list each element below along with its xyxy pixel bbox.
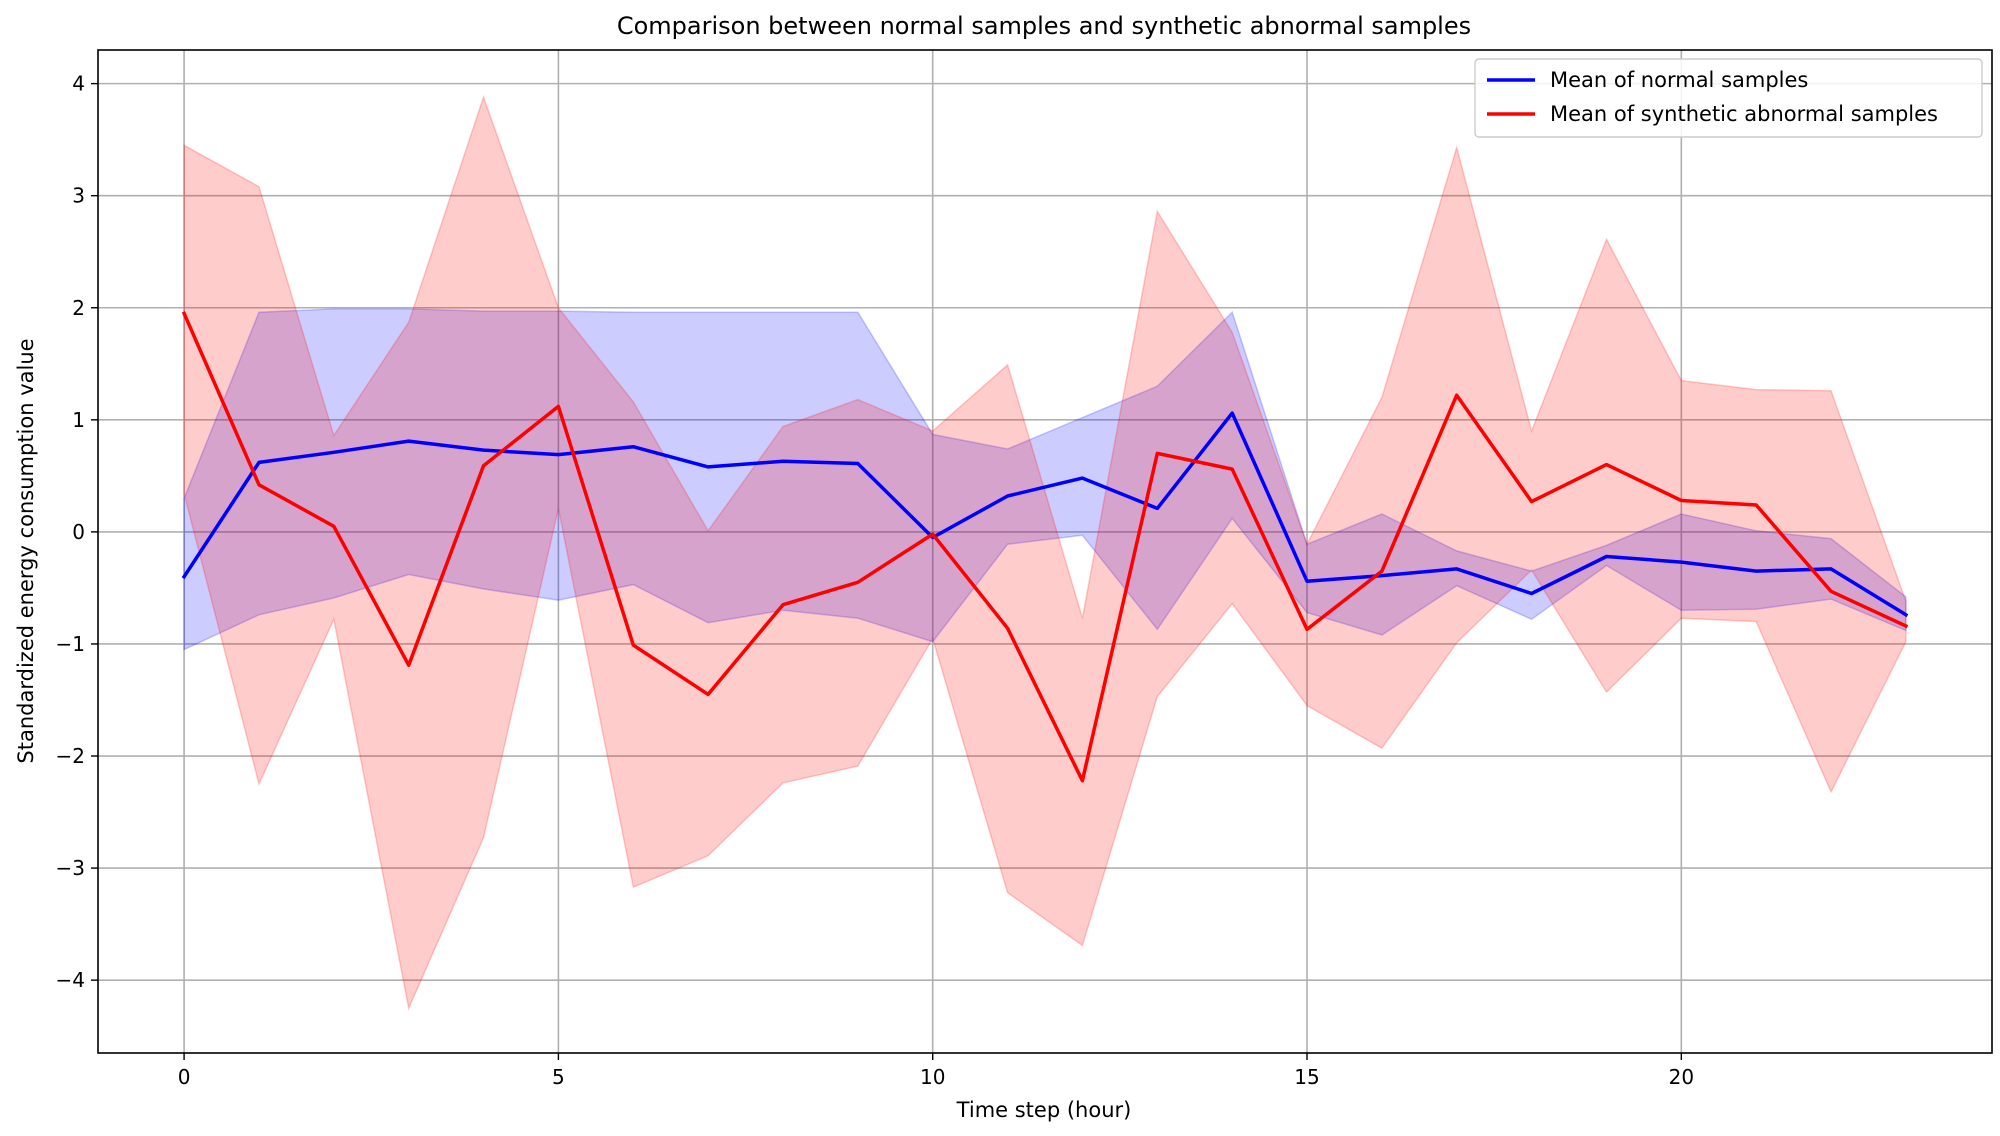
legend-label-normal: Mean of normal samples [1550,68,1808,92]
y-tick-label: −2 [56,744,85,768]
legend-label-abnormal: Mean of synthetic abnormal samples [1550,102,1938,126]
y-tick-label: 2 [72,296,85,320]
line-layer [181,311,1909,783]
y-tick-label: −1 [56,632,85,656]
legend: Mean of normal samples Mean of synthetic… [1474,58,1983,138]
x-tick-label: 10 [920,1065,945,1089]
x-tick-label: 20 [1669,1065,1694,1089]
plot-frame [97,49,1993,1054]
x-axis-label: Time step (hour) [956,1098,1132,1122]
series-line-abnormal [181,311,1909,783]
y-tick-label: 0 [72,520,85,544]
y-tick-label: −3 [56,856,85,880]
series-line-normal [181,411,1909,618]
y-tick-label: 3 [72,184,85,208]
y-tick-label: 4 [72,72,85,96]
grid-layer [98,50,1992,1053]
legend-frame [1474,58,1983,138]
chart-title: Comparison between normal samples and sy… [617,12,1471,40]
band-normal [183,308,1907,651]
y-axis-label: Standardized energy consumption value [14,338,38,763]
x-tick-label: 5 [552,1065,565,1089]
x-tick-label: 0 [178,1065,191,1089]
tick-layer: 0 5 10 15 20 −4 −3 −2 −1 0 1 2 3 4 [56,72,1695,1089]
y-tick-label: −4 [56,968,85,992]
x-tick-label: 15 [1294,1065,1319,1089]
band-layer [183,94,1907,1011]
band-abnormal [183,94,1907,1011]
y-tick-label: 1 [72,408,85,432]
